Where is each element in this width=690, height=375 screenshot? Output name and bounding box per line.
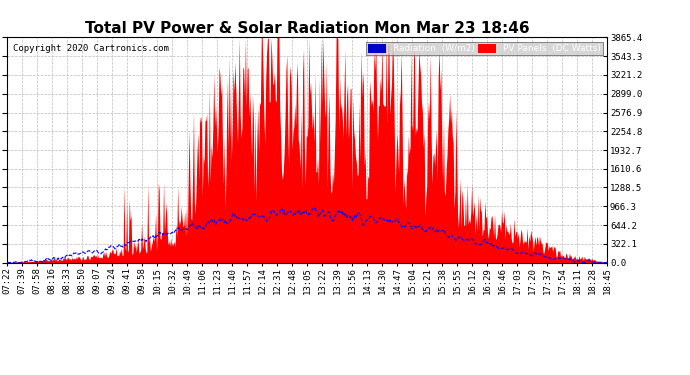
Legend: Radiation  (W/m2), PV Panels  (DC Watts): Radiation (W/m2), PV Panels (DC Watts) — [366, 42, 602, 55]
Title: Total PV Power & Solar Radiation Mon Mar 23 18:46: Total PV Power & Solar Radiation Mon Mar… — [85, 21, 529, 36]
Text: Copyright 2020 Cartronics.com: Copyright 2020 Cartronics.com — [13, 44, 169, 53]
